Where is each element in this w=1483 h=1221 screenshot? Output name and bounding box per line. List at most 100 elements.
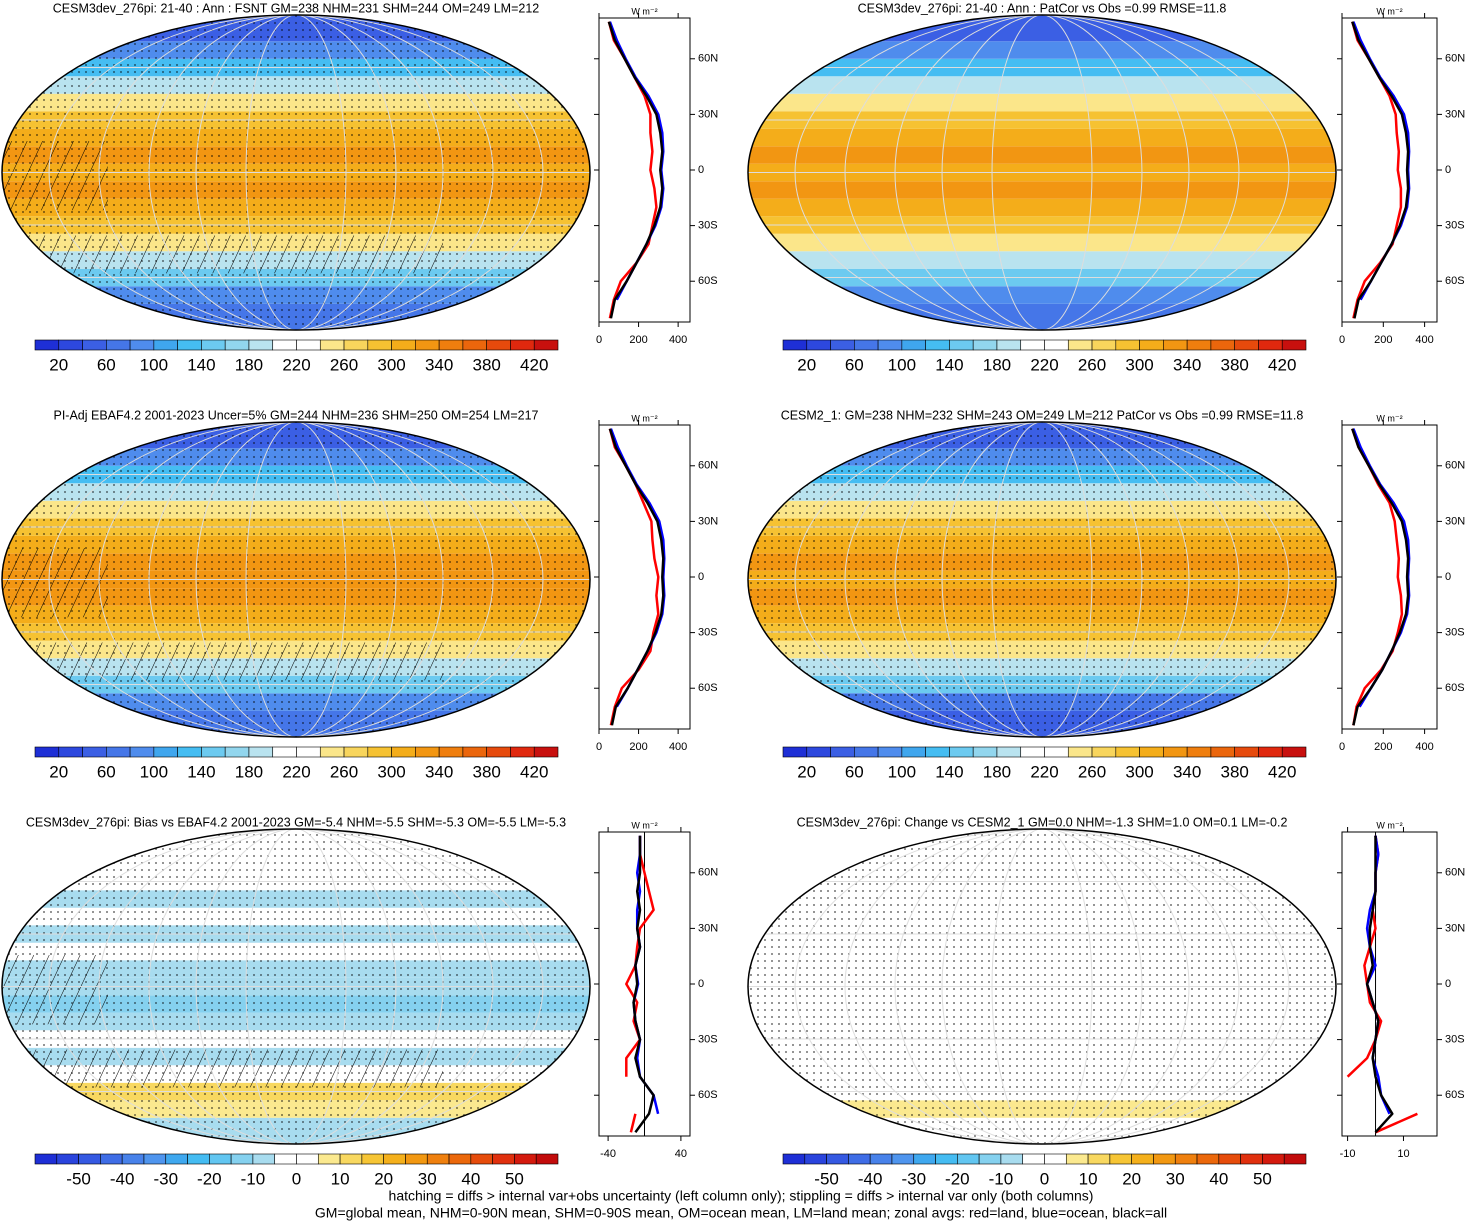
map [748,15,1336,330]
zonal-line [608,428,660,726]
colorbar-label: 20 [49,355,68,374]
colorbar-box [82,339,107,351]
map-outline [1,14,591,331]
colorbar-box [782,1153,806,1165]
colorbar-box [1163,339,1188,351]
colorbar-box [1091,339,1117,351]
panel-title: CESM3dev_276pi: Change vs CESM2_1 GM=0.0… [797,815,1288,829]
colorbar-box [462,339,487,351]
panel-title: CESM2_1: GM=238 NHM=232 SHM=243 OM=249 L… [781,408,1304,422]
x-axis-label: W m⁻² [631,6,657,16]
colorbar-box [913,1153,936,1165]
x-tick-label: 200 [629,334,647,346]
colorbar-box [34,746,60,758]
colorbar-label: 10 [1079,1169,1098,1188]
colorbar-box [248,746,274,758]
colorbar-label: 50 [1253,1169,1272,1188]
colorbar-box [143,1153,167,1165]
colorbar-box [100,1153,123,1165]
colorbar-box [826,1153,849,1165]
map-band [748,251,1336,269]
colorbar-box [438,339,464,351]
y-tick-label: 30N [698,922,718,934]
hatching [2,548,108,618]
colorbar-box [1210,339,1235,351]
colorbar-label: 380 [1220,762,1248,781]
hatching [2,1049,443,1088]
colorbar-box [34,1153,58,1165]
colorbar-box [1044,746,1069,758]
colorbar-label: 60 [97,355,116,374]
colorbar-box [129,339,155,351]
colorbar-box [448,1153,472,1165]
colorbar-label: 20 [49,762,68,781]
meridian [894,829,1190,1144]
y-tick-label: 60S [698,682,718,694]
colorbar-label: -50 [66,1169,91,1188]
map-band [748,233,1336,252]
colorbar-label: 140 [187,355,215,374]
y-tick-label: 60S [1445,275,1465,287]
colorbar-label: -40 [858,1169,883,1188]
y-tick-label: 60S [1445,682,1465,694]
colorbar-box [1087,1153,1111,1165]
y-tick-label: 30N [1445,922,1465,934]
colorbar-label: 140 [935,355,963,374]
x-axis-label: W m⁻² [631,413,657,423]
colorbar-box [405,1153,428,1165]
meridian [941,422,1143,737]
colorbar-box [1044,339,1069,351]
x-tick-label: -40 [600,1148,616,1160]
colorbar-label: 50 [505,1169,524,1188]
panel-title: CESM3dev_276pi: 21-40 : Ann : PatCor vs … [858,1,1227,15]
colorbar-box [972,339,998,351]
plot-frame [598,17,691,323]
colorbar-box [514,1153,537,1165]
colorbar-box [1139,746,1164,758]
colorbar-label: 260 [330,762,358,781]
colorbar-box [486,339,511,351]
y-tick-label: 60S [698,275,718,287]
y-tick-label: 0 [1445,571,1451,583]
colorbar-label: 420 [1268,762,1296,781]
colorbar-box [1022,1153,1045,1165]
y-tick-label: 30N [698,515,718,527]
y-tick-label: 30S [698,1034,718,1046]
meridian [148,15,444,330]
colorbar-box [1186,746,1212,758]
colorbar-box [1131,1153,1154,1165]
colorbar-label: -10 [989,1169,1014,1188]
meridian [894,15,1190,330]
meridian [844,829,1240,1144]
colorbar-label: 180 [235,355,263,374]
colorbar-box [1186,339,1212,351]
map-band [748,286,1336,304]
colorbar-box [535,1153,559,1165]
meridian [844,15,1240,330]
colorbar-box [978,1153,1002,1165]
colorbar-box [201,746,226,758]
hatching [2,141,108,211]
meridian [245,15,347,330]
colorbar-box [1065,1153,1089,1165]
colorbar-box [391,746,416,758]
colorbar-label: 380 [472,762,500,781]
y-tick-label: 30N [1445,515,1465,527]
colorbar-box [82,746,107,758]
colorbar-label: 420 [520,355,548,374]
colorbar-label: 180 [235,762,263,781]
colorbar-box [177,339,202,351]
zonal-line [1346,835,1418,1134]
colorbar-label: 20 [374,1169,393,1188]
map-band [748,198,1336,217]
colorbar-box [1262,1153,1285,1165]
x-tick-label: 400 [669,741,687,753]
colorbar-label: 140 [187,762,215,781]
meridian [794,829,1290,1144]
y-tick-label: 30N [698,108,718,120]
colorbar-box [848,1153,871,1165]
hatching [2,955,108,1025]
x-tick-label: 200 [1374,334,1392,346]
map-outline [747,421,1337,738]
colorbar-box [224,746,250,758]
